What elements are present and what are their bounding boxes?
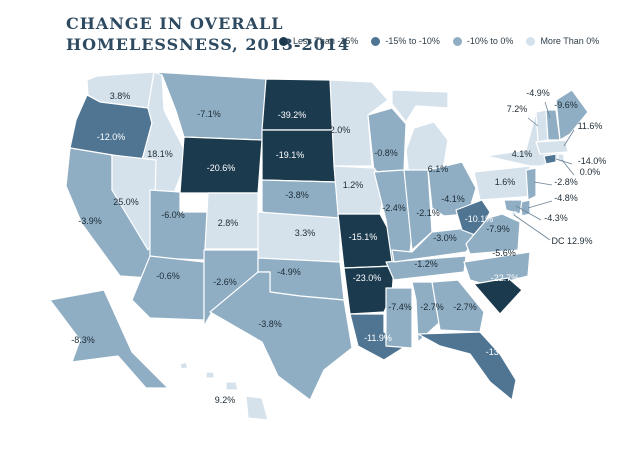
state-label-in: -2.1% — [416, 208, 440, 218]
leader-line-vt — [527, 117, 539, 127]
state-label-tx: -3.8% — [258, 319, 282, 329]
legend-swatch — [371, 36, 381, 46]
state-ak — [49, 289, 169, 389]
legend-label: -10% to 0% — [466, 36, 514, 46]
state-label-co: 2.8% — [218, 218, 239, 228]
state-label-sd: -19.1% — [276, 150, 305, 160]
state-label-nh: -4.9% — [526, 88, 550, 98]
state-hi — [179, 361, 269, 421]
state-label-sc: -22.7% — [491, 273, 520, 283]
state-label-or: -12.0% — [97, 132, 126, 142]
leader-line-ct — [555, 158, 573, 165]
leader-line-nj — [533, 181, 553, 186]
state-label-nd: -39.2% — [278, 110, 307, 120]
legend-item-less-than-15: Less Than -15% — [279, 36, 358, 46]
state-label-vt: 7.2% — [507, 104, 528, 114]
state-label-nj: -2.8% — [554, 177, 578, 187]
leader-line-ma — [563, 129, 575, 147]
state-nd — [261, 78, 335, 131]
state-label-wy: -20.6% — [207, 163, 236, 173]
state-label-fl: -13.2% — [486, 347, 515, 357]
state-label-ok: -4.9% — [277, 267, 301, 277]
state-label-pa: 1.6% — [495, 177, 516, 187]
state-label-hi: 9.2% — [215, 395, 236, 405]
state-label-ut: -6.0% — [161, 210, 185, 220]
state-label-ak: -8.3% — [71, 335, 95, 345]
state-label-ia: 1.2% — [343, 180, 364, 190]
state-label-mi: 6.1% — [428, 164, 449, 174]
legend-label: More Than 0% — [540, 36, 600, 46]
state-label-tn: -1.2% — [414, 259, 438, 269]
state-label-ks: 3.3% — [295, 228, 316, 238]
state-ms — [385, 287, 413, 349]
state-label-va: -7.9% — [486, 224, 510, 234]
state-label-la: -11.9% — [364, 333, 392, 343]
map-title-line-1: CHANGE IN OVERALL — [66, 14, 284, 33]
state-ut — [149, 189, 209, 261]
state-label-dc: DC 12.9% — [551, 236, 592, 246]
legend-item-15-to-10: -15% to -10% — [371, 36, 440, 46]
legend-swatch — [526, 36, 536, 46]
state-label-ne: -3.8% — [285, 190, 309, 200]
state-md — [503, 199, 523, 215]
state-label-nc: -5.6% — [492, 248, 516, 258]
state-label-ct: -14.0% — [578, 156, 607, 166]
state-wi — [367, 107, 407, 173]
state-label-oh: -4.1% — [441, 194, 465, 204]
state-label-ar: -23.0% — [353, 273, 382, 283]
state-label-ri: 0.0% — [580, 167, 601, 177]
state-label-me: -9.6% — [554, 100, 578, 110]
legend-item-more-than-0: More Than 0% — [526, 36, 599, 46]
state-label-ms: -7.4% — [388, 302, 412, 312]
state-label-wa: 3.8% — [110, 91, 131, 101]
state-label-de: -4.8% — [554, 193, 578, 203]
state-me — [555, 89, 589, 141]
legend-swatch — [279, 36, 288, 46]
state-ct — [543, 153, 557, 165]
state-label-wv: -10.1% — [465, 214, 494, 224]
map-title-line-2: HOMELESSNESS, 2013-2014 — [66, 35, 351, 54]
state-label-al: -2.7% — [420, 302, 444, 312]
leader-line-md — [515, 205, 542, 221]
state-label-mo: -15.1% — [349, 232, 378, 242]
states-layer — [49, 71, 589, 421]
state-va — [465, 213, 521, 255]
state-sc — [473, 277, 523, 315]
leader-lines — [513, 101, 575, 241]
map-title: CHANGE IN OVERALL HOMELESSNESS, 2013-201… — [66, 13, 350, 55]
state-label-md: -4.3% — [544, 213, 568, 223]
state-label-mt: -7.1% — [197, 109, 221, 119]
state-label-mn: 2.0% — [330, 125, 351, 135]
state-tx — [209, 271, 353, 401]
state-tn — [385, 255, 467, 281]
leader-line-nh — [544, 101, 551, 119]
state-label-az: -0.6% — [156, 271, 180, 281]
state-label-nv: 25.0% — [113, 197, 139, 207]
state-label-il: -2.4% — [382, 203, 406, 213]
state-label-ma: 11.6% — [578, 121, 603, 131]
state-al — [411, 281, 441, 343]
state-label-ky: -3.0% — [433, 233, 457, 243]
map-legend: Less Than -15% -15% to -10% -10% to 0% M… — [279, 36, 599, 46]
legend-item-10-to-0: -10% to 0% — [452, 36, 514, 46]
state-label-nm: -2.6% — [213, 277, 237, 287]
leader-line-dc — [513, 214, 551, 241]
legend-swatch — [452, 36, 462, 46]
state-fl — [417, 331, 517, 401]
leader-line-de — [527, 200, 553, 209]
legend-label: Less Than -15% — [293, 36, 359, 46]
state-labels: 3.8% -12.0% 18.1% -7.1% -20.6% -39.2% -19.1% 2.… — [71, 88, 606, 405]
state-label-ca: -3.9% — [78, 216, 102, 226]
state-label-id: 18.1% — [147, 149, 173, 159]
state-ga — [431, 279, 485, 333]
state-label-ny: 4.1% — [512, 149, 533, 159]
state-label-ga: -2.7% — [453, 302, 477, 312]
leader-line-ri — [561, 159, 575, 176]
state-nj — [525, 167, 537, 201]
state-label-wi: -0.8% — [374, 148, 398, 158]
state-az — [131, 255, 205, 321]
state-ma — [535, 139, 569, 155]
legend-label: -15% to -10% — [385, 36, 440, 46]
